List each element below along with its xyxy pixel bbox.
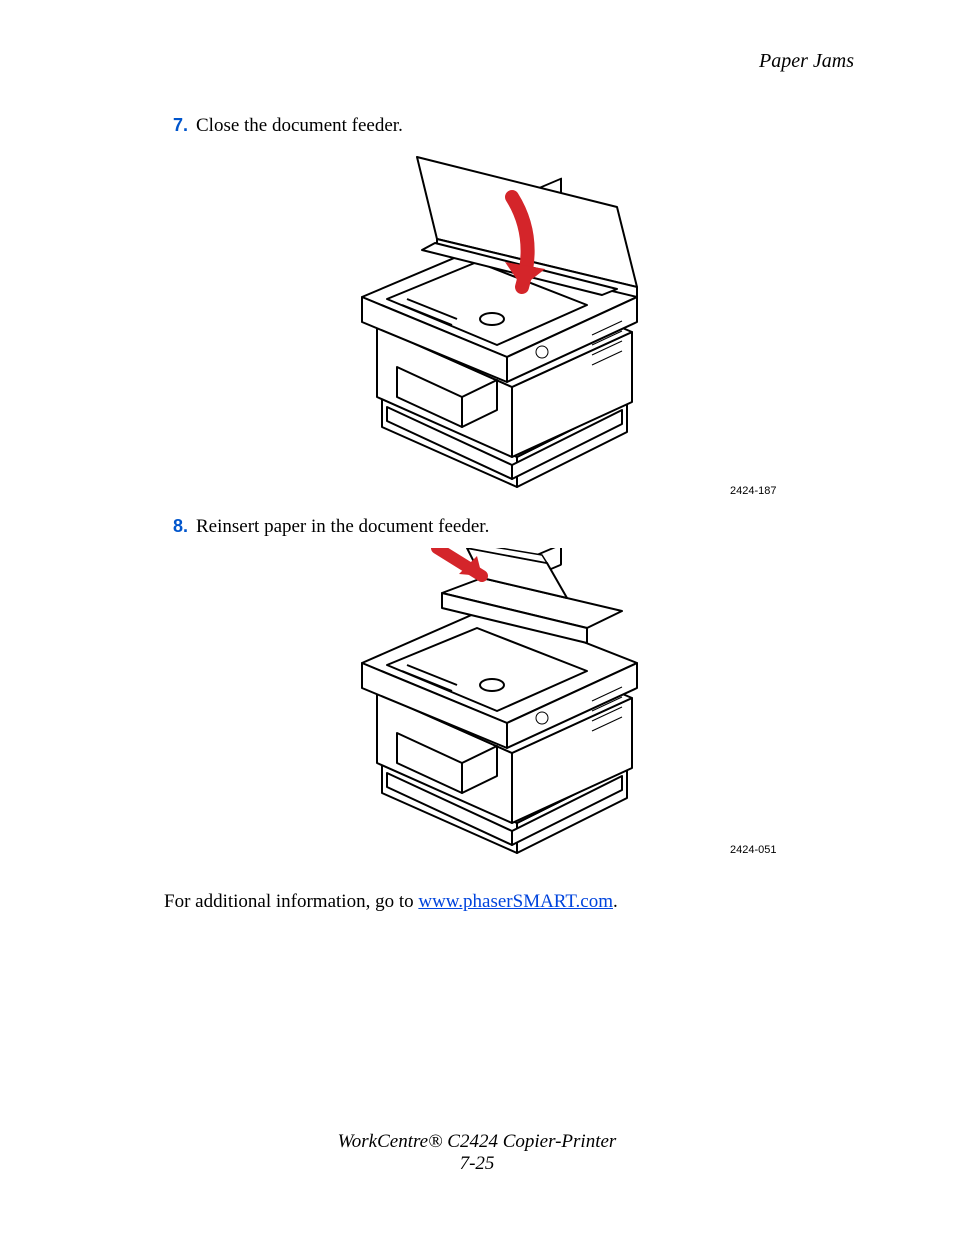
step-7: 7. Close the document feeder. — [160, 115, 854, 137]
figure-id: 2424-051 — [730, 844, 777, 856]
printer-illustration-open — [287, 147, 727, 497]
document-page: Paper Jams 7. Close the document feeder. — [0, 0, 954, 1235]
footer-product: WorkCentre® C2424 Copier-Printer — [0, 1131, 954, 1153]
step-8: 8. Reinsert paper in the document feeder… — [160, 516, 854, 538]
additional-suffix: . — [613, 891, 618, 912]
figure-close-feeder: 2424-187 — [160, 147, 854, 502]
figure-id: 2424-187 — [730, 485, 777, 497]
additional-info: For additional information, go to www.ph… — [164, 891, 854, 913]
step-text: Close the document feeder. — [196, 115, 854, 137]
footer-page-num: 7-25 — [0, 1153, 954, 1175]
phasersmart-link[interactable]: www.phaserSMART.com — [418, 891, 613, 912]
page-header: Paper Jams — [160, 50, 854, 73]
step-number: 8. — [160, 516, 188, 537]
additional-prefix: For additional information, go to — [164, 891, 418, 912]
step-text: Reinsert paper in the document feeder. — [196, 516, 854, 538]
section-title: Paper Jams — [759, 50, 854, 72]
printer-illustration-closed — [287, 548, 727, 858]
figure-reinsert-paper: 2424-051 — [160, 548, 854, 863]
page-footer: WorkCentre® C2424 Copier-Printer 7-25 — [0, 1131, 954, 1175]
step-number: 7. — [160, 115, 188, 136]
